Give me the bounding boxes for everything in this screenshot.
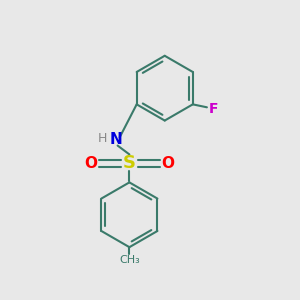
Text: F: F	[208, 102, 218, 116]
Text: O: O	[161, 156, 174, 171]
Text: O: O	[85, 156, 98, 171]
Text: H: H	[98, 132, 108, 145]
Text: N: N	[110, 132, 122, 147]
Text: CH₃: CH₃	[119, 254, 140, 265]
Text: S: S	[123, 154, 136, 172]
